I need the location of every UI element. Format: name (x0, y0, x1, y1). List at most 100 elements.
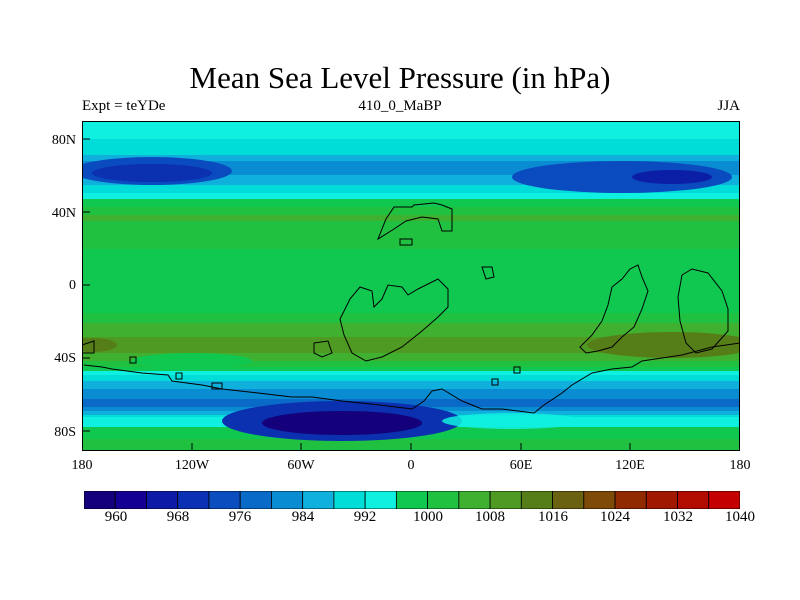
pressure-band (82, 223, 740, 226)
pressure-map (82, 121, 740, 451)
pressure-band (82, 169, 740, 172)
pressure-bands (82, 121, 740, 451)
pressure-band (82, 301, 740, 304)
pressure-band (82, 137, 740, 140)
lon-label-180w: 180 (71, 458, 93, 473)
pressure-band (82, 321, 740, 324)
pressure-band (82, 197, 740, 200)
pressure-band (82, 221, 740, 224)
colorbar-label-1040: 1040 (725, 509, 755, 525)
pressure-band (82, 213, 740, 216)
pressure-band (82, 293, 740, 296)
pressure-band (82, 361, 740, 364)
pressure-band (82, 133, 740, 136)
lon-label-60w: 60W (287, 458, 315, 473)
colorbar-box (427, 490, 460, 510)
colorbar-box (489, 490, 522, 510)
pressure-band (82, 201, 740, 204)
season-label: JJA (717, 98, 740, 114)
pressure-band (82, 363, 740, 366)
lon-label-0: 0 (407, 458, 415, 473)
colorbar-label-1008: 1008 (475, 509, 505, 525)
pressure-band (82, 171, 740, 174)
pressure-band (82, 123, 740, 126)
pressure-band (82, 135, 740, 138)
colorbar-box (146, 490, 179, 510)
pressure-band (82, 153, 740, 156)
colorbar-label-1024: 1024 (600, 509, 630, 525)
pressure-band (82, 325, 740, 328)
pressure-band (82, 315, 740, 318)
colorbar-box (395, 490, 429, 510)
pressure-band (82, 347, 740, 350)
pressure-band (82, 331, 740, 334)
colorbar-box (114, 490, 147, 510)
pressure-band (82, 403, 740, 406)
pressure-band (82, 205, 740, 208)
pressure-band (82, 149, 740, 152)
pressure-band (82, 211, 740, 214)
colorbar-box (239, 490, 272, 510)
pressure-band (82, 283, 740, 286)
lon-label-180e: 180 (729, 458, 751, 473)
pressure-band (82, 175, 740, 178)
pressure-band (82, 181, 740, 184)
pressure-band (82, 395, 740, 398)
map-border (82, 121, 740, 451)
pressure-band (82, 257, 740, 260)
pressure-band (82, 207, 740, 210)
pressure-band (82, 287, 740, 290)
pressure-band (82, 147, 740, 150)
pressure-band (82, 237, 740, 240)
pressure-band (82, 187, 740, 190)
map-canvas (82, 121, 740, 451)
pressure-band (82, 437, 740, 440)
pressure-band (82, 217, 740, 220)
chart-title: Mean Sea Level Pressure (in hPa) (189, 60, 611, 95)
colorbar-label-960: 960 (104, 509, 128, 525)
pressure-band (82, 279, 740, 282)
pressure-band (82, 349, 740, 352)
pressure-band (82, 341, 740, 344)
pressure-band (82, 277, 740, 280)
pressure-band (82, 389, 740, 392)
pressure-band (82, 317, 740, 320)
pressure-band (82, 303, 740, 306)
pressure-band (82, 127, 740, 130)
pressure-band (82, 161, 740, 164)
pressure-band (82, 323, 740, 326)
pressure-band (82, 235, 740, 238)
pressure-band (82, 353, 740, 356)
pressure-band (82, 203, 740, 206)
pressure-band (82, 295, 740, 298)
pressure-band (82, 289, 740, 292)
pressure-band (82, 145, 740, 148)
pressure-band (82, 177, 740, 180)
pressure-band (82, 163, 740, 166)
pressure-band (82, 243, 740, 246)
pressure-band (82, 233, 740, 236)
pressure-band (82, 381, 740, 384)
pressure-band (82, 239, 740, 242)
pressure-band (82, 319, 740, 322)
pressure-band (82, 357, 740, 360)
colorbar-label-1032: 1032 (663, 509, 693, 525)
colorbar-box (677, 490, 710, 510)
lon-label-120w: 120W (174, 458, 210, 473)
pressure-band (82, 227, 740, 230)
pressure-band (82, 291, 740, 294)
colorbar-label-1016: 1016 (538, 509, 568, 525)
lat-label-80n: 80N (51, 133, 76, 148)
pressure-band (82, 265, 740, 268)
pressure-band (82, 267, 740, 270)
pressure-band (82, 231, 740, 234)
experiment-label: Expt = teYDe (82, 98, 166, 114)
pressure-band (82, 373, 740, 376)
pressure-band (82, 273, 740, 276)
pressure-band (82, 195, 740, 198)
colorbar-box (208, 490, 241, 510)
pressure-band (82, 225, 740, 228)
lat-label-40n: 40N (51, 206, 76, 221)
pressure-band (82, 375, 740, 378)
pressure-band (82, 441, 740, 444)
